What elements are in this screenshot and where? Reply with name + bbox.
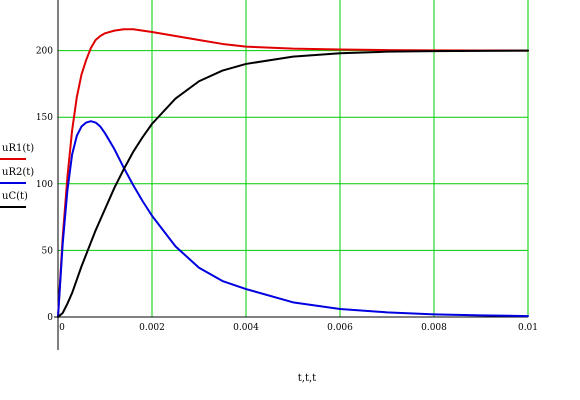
x-tick-label: 0.01 [518,323,538,333]
x-tick-label: 0.008 [421,323,447,333]
x-tick-label: 0.002 [139,323,165,333]
x-tick-label: 0 [59,323,65,333]
series-line-ur1t [57,28,529,318]
y-tick-label: 150 [36,113,53,123]
series-lines [57,28,529,318]
series-line-ur2t [57,120,529,318]
tick-labels: 0 0.002 0.004 0.006 0.008 0.01 0 50 100 150 200 [36,47,538,333]
y-tick-label: 0 [47,313,53,323]
x-tick-label: 0.004 [233,323,259,333]
x-axis-label: t,t,t [298,373,316,384]
x-tick-label: 0.006 [327,323,353,333]
legend: uR1(t) uR2(t) uC(t) [0,143,34,208]
series-line-uct [57,49,529,318]
legend-label: uR2(t) [2,167,34,178]
y-tick-label: 50 [42,246,54,256]
y-tick-label: 200 [36,47,53,57]
axes [54,0,528,350]
legend-label: uR1(t) [2,143,34,154]
legend-label: uC(t) [2,191,28,202]
y-tick-label: 100 [36,180,53,190]
